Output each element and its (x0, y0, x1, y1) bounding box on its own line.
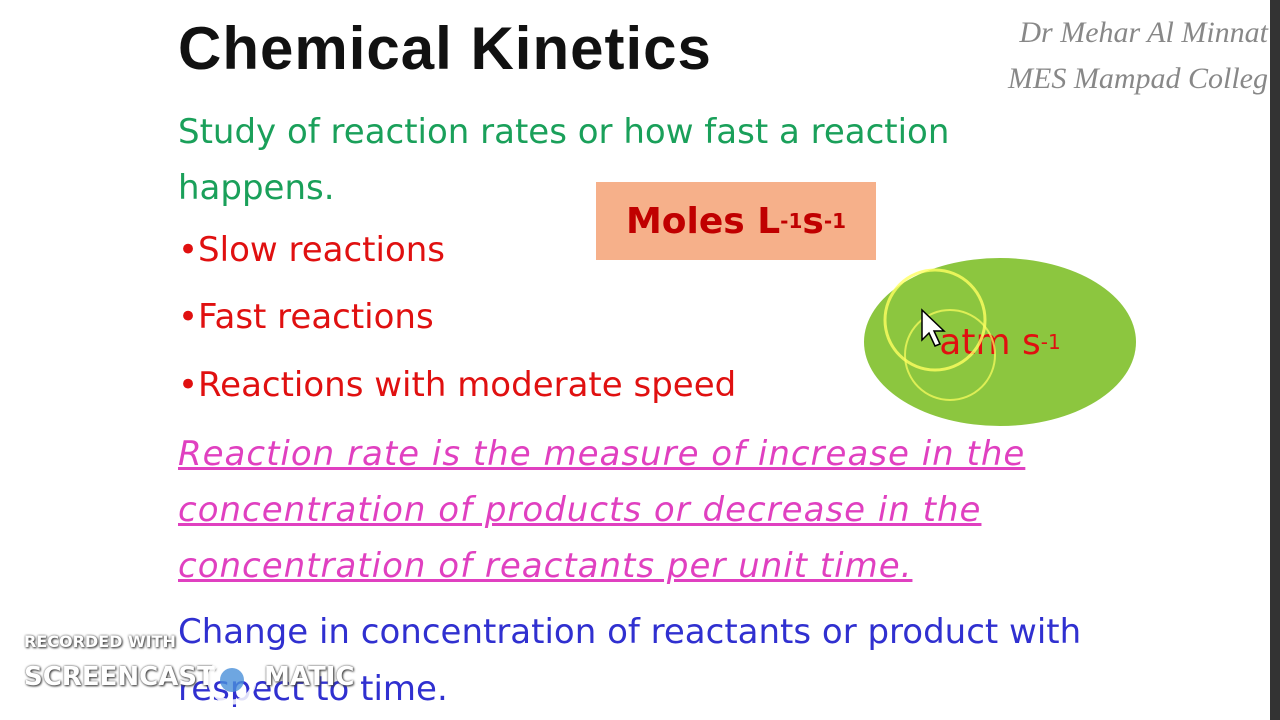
unit-exponent: -1 (1040, 330, 1061, 354)
unit-text: atm s (939, 321, 1041, 363)
bullet: •Reactions with moderate speed (178, 365, 737, 405)
definition: Study of reaction rates or how fast a re… (178, 112, 950, 208)
unit-exponent: -1 (780, 209, 803, 233)
unit-text: s (802, 200, 824, 242)
watermark-logo (207, 655, 257, 705)
unit-exponent: -1 (823, 209, 847, 233)
window-edge (1270, 0, 1280, 720)
watermark: RECORDED WITH (24, 632, 176, 651)
slide-title: Chemical Kinetics (178, 15, 712, 82)
bullet: •Fast reactions (178, 297, 434, 337)
unit-ellipse: atm s -1 (864, 258, 1136, 426)
change-statement: Change in concentration of reactants or … (178, 612, 1082, 709)
author-college: MES Mampad Colleg (1008, 62, 1268, 95)
bullet: •Slow reactions (178, 230, 446, 270)
unit-text: Moles L (625, 200, 781, 242)
watermark: MATIC (264, 662, 355, 692)
watermark: SCREENCAST (24, 662, 215, 692)
author-name: Dr Mehar Al Minnat (1019, 16, 1268, 49)
unit-box: Moles L -1 s -1 (596, 182, 876, 260)
cursor-highlight (883, 268, 996, 401)
rate-statement: Reaction rate is the measure of increase… (178, 434, 1026, 586)
